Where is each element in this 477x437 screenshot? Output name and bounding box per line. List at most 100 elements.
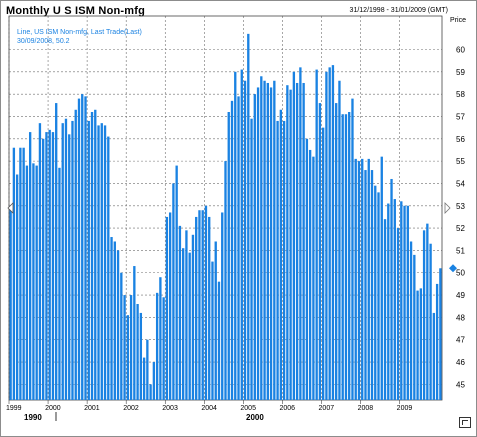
x-tick-label: 2002	[123, 405, 139, 412]
bar	[341, 114, 344, 400]
expand-icon[interactable]	[459, 417, 471, 428]
bar	[12, 147, 16, 400]
chart-title: Monthly U S ISM Non-mfg	[6, 5, 146, 17]
bar	[435, 283, 439, 400]
y-tick-label: 58	[456, 90, 465, 99]
y-tick-label: 48	[456, 313, 465, 322]
decade-label: 2000	[246, 413, 264, 422]
bar	[422, 230, 426, 400]
bar	[279, 109, 283, 401]
bar	[168, 212, 172, 400]
bar-series	[9, 33, 442, 401]
x-tick-label: 2009	[397, 405, 413, 412]
bar	[55, 103, 58, 400]
bar	[165, 216, 169, 400]
scroll-left-icon[interactable]	[7, 202, 14, 214]
bar	[432, 312, 436, 400]
bar	[354, 158, 357, 400]
bar	[224, 161, 227, 400]
bar	[302, 82, 305, 400]
bar	[439, 268, 442, 400]
bar	[256, 87, 260, 400]
scroll-right-icon[interactable]	[444, 202, 451, 214]
bar	[136, 304, 139, 400]
y-tick-label: 57	[456, 112, 465, 121]
bar	[374, 185, 377, 400]
bar	[253, 94, 256, 400]
bar	[191, 234, 195, 400]
bar	[133, 266, 136, 400]
bar	[325, 71, 328, 400]
bar	[32, 163, 35, 400]
y-tick-label: 46	[456, 358, 465, 367]
bar	[195, 216, 198, 400]
bar	[9, 205, 12, 400]
bar	[58, 167, 61, 400]
bar	[90, 112, 94, 400]
bar	[396, 228, 400, 400]
bar	[15, 174, 19, 400]
bar	[107, 136, 110, 400]
bar	[217, 281, 221, 400]
y-tick-label: 54	[456, 179, 465, 188]
legend-series[interactable]: Line, US ISM Non-mfg, Last Trade(Last)	[17, 29, 142, 36]
bar	[295, 82, 299, 400]
bar	[211, 261, 214, 400]
bar	[328, 67, 331, 400]
bar	[97, 125, 100, 401]
bar	[198, 210, 201, 400]
x-tick-label: 2004	[201, 405, 217, 412]
bar	[35, 165, 38, 400]
bar	[348, 112, 351, 400]
bar	[416, 290, 419, 400]
bar	[25, 165, 29, 400]
bar	[305, 138, 309, 401]
bar	[146, 339, 149, 400]
bar	[126, 315, 129, 400]
bar	[204, 205, 208, 400]
bar	[152, 362, 156, 400]
bar	[289, 89, 292, 401]
x-tick-label: 1999	[6, 405, 22, 412]
bar	[94, 109, 97, 401]
bar	[81, 94, 84, 400]
bar	[269, 87, 273, 400]
x-tick-label: 2003	[162, 405, 178, 412]
bar	[364, 170, 367, 400]
bar	[282, 120, 286, 401]
bar	[429, 243, 432, 400]
bar	[208, 216, 211, 400]
bar	[51, 132, 55, 400]
bar	[61, 123, 64, 400]
bar	[110, 237, 113, 400]
x-tick-label: 2006	[279, 405, 295, 412]
bar	[338, 80, 341, 401]
y-tick-label: 49	[456, 291, 465, 300]
bar	[142, 357, 146, 400]
decade-labels: 1990 2000	[24, 412, 264, 422]
price-axis-label: Price	[450, 17, 466, 24]
y-tick-label: 59	[456, 68, 465, 77]
bar	[113, 241, 116, 400]
bar	[188, 252, 191, 400]
legend-last-value: 30/09/2008, 50.2	[17, 38, 70, 45]
bar	[214, 241, 217, 400]
y-tick-label: 45	[456, 380, 465, 389]
bar	[351, 98, 354, 400]
bar	[221, 212, 224, 400]
bar	[315, 69, 318, 400]
bar	[367, 158, 370, 400]
bar	[260, 76, 263, 400]
bar	[227, 112, 230, 400]
bar	[370, 170, 374, 400]
bar	[237, 96, 240, 401]
bar	[331, 65, 335, 401]
x-tick-label: 2005	[240, 405, 256, 412]
bar	[87, 120, 90, 401]
bar	[322, 127, 325, 400]
last-value-marker-icon	[449, 264, 457, 273]
bar	[387, 203, 390, 400]
bar	[100, 123, 103, 400]
bar	[390, 178, 393, 400]
